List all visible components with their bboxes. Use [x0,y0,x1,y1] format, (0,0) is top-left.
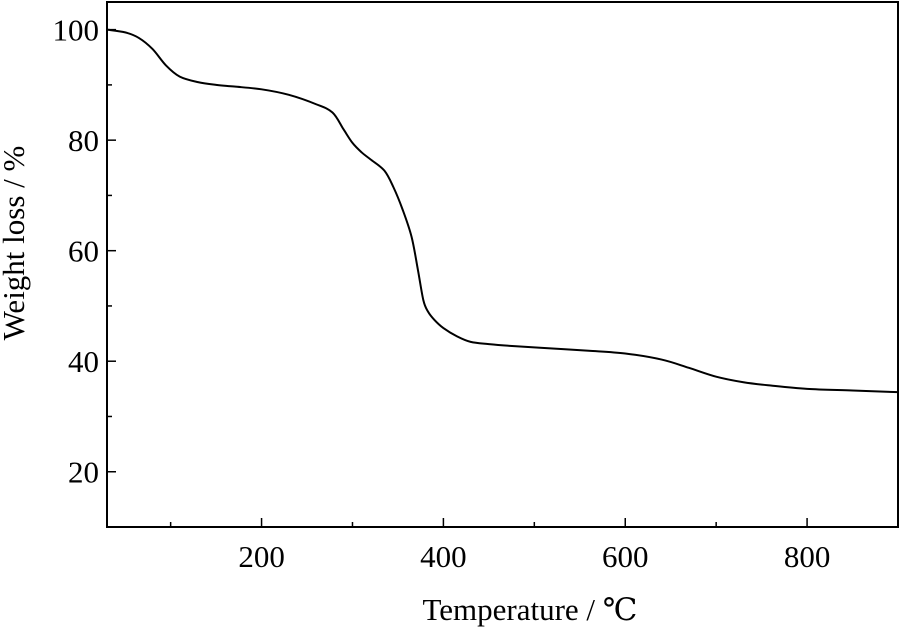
x-tick-label: 200 [238,539,285,574]
x-axis-ticks: 200 400 600 800 [169,518,831,574]
y-axis-ticks: 20 40 60 80 100 [53,13,116,490]
y-tick-label: 100 [53,13,100,48]
x-tick-label: 400 [420,539,467,574]
plot-frame [106,1,899,528]
y-tick-label: 60 [68,234,99,269]
x-tick-label: 600 [602,539,649,574]
y-tick-label: 80 [68,123,99,158]
y-tick-label: 20 [68,455,99,490]
x-tick-label: 800 [784,539,831,574]
weight-loss-line [106,28,899,394]
y-tick-label: 40 [68,344,99,379]
y-axis-title: Weight loss / % [0,146,31,341]
x-axis-title: Temperature / ℃ [423,592,638,627]
